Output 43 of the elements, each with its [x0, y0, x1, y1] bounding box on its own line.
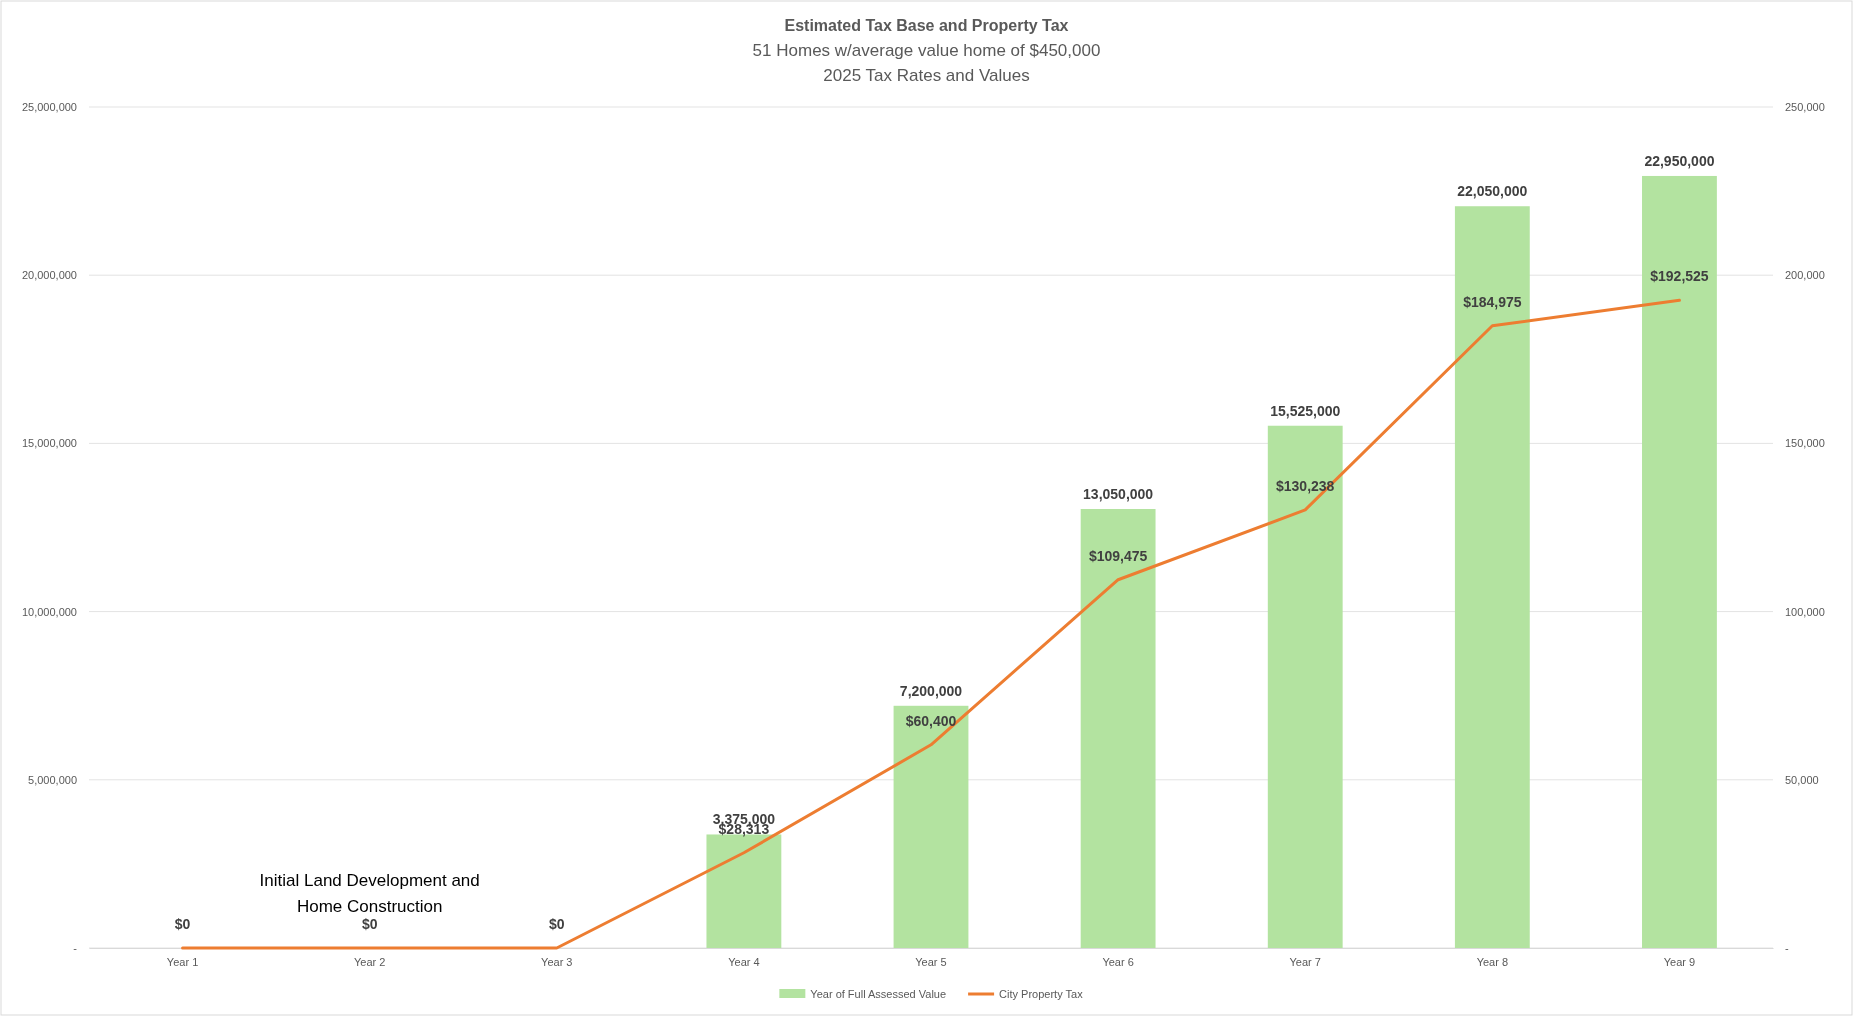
data-label: $0: [361, 916, 378, 932]
chart-subtitle: 51 Homes w/average value home of $450,000 2025 Tax Rates and Values: [752, 41, 1101, 85]
x-tick-label: Year 2: [353, 955, 386, 968]
y-tick-label: 5,000,000: [28, 773, 77, 786]
y-tick-label: -: [73, 942, 78, 955]
y-tick-label: 25,000,000: [21, 101, 77, 114]
data-label: 13,050,000: [1083, 486, 1154, 502]
x-tick-label: Year 4: [728, 955, 760, 968]
data-label: $60,400: [905, 712, 957, 729]
x-tick-label: Year 6: [1102, 955, 1134, 968]
bar: [1454, 206, 1530, 948]
x-tick-label: Year 7: [1289, 955, 1321, 968]
bar: [1642, 175, 1717, 948]
bar: [1080, 509, 1156, 948]
y-tick-label: 15,000,000: [21, 437, 77, 450]
data-label: 15,525,000: [1270, 402, 1341, 419]
x-tick-label: Year 8: [1476, 955, 1509, 968]
data-label: $0: [174, 916, 191, 932]
data-label: $109,475: [1088, 547, 1148, 564]
annotation: Initial Land Development and Home Construction: [259, 871, 480, 916]
data-label: 7,200,000: [899, 682, 963, 699]
y2-tick-label: 250,000: [1785, 101, 1825, 114]
y2-tick-label: 150,000: [1785, 437, 1825, 450]
bar: [1267, 425, 1343, 948]
bar: [893, 705, 969, 948]
legend-label: Year of Full Assessed Value: [810, 988, 947, 1000]
data-label: 22,950,000: [1644, 152, 1715, 169]
data-label: $192,525: [1650, 268, 1709, 285]
y-tick-label: 10,000,000: [21, 605, 77, 618]
x-tick-label: Year 9: [1663, 955, 1696, 968]
x-tick-label: Year 1: [166, 955, 199, 968]
y2-tick-label: 50,000: [1785, 773, 1819, 786]
x-tick-label: Year 3: [541, 955, 573, 968]
x-tick-label: Year 5: [915, 955, 947, 968]
y2-tick-label: 200,000: [1785, 269, 1825, 282]
legend-label: City Property Tax: [999, 988, 1084, 1000]
data-label: 22,050,000: [1457, 183, 1528, 200]
y2-tick-label: -: [1785, 942, 1789, 955]
data-label: $0: [548, 916, 565, 932]
y2-tick-label: 100,000: [1785, 605, 1825, 618]
data-label: $184,975: [1463, 293, 1522, 310]
y-tick-label: 20,000,000: [21, 269, 77, 282]
chart-title: Estimated Tax Base and Property Tax: [784, 17, 1069, 34]
